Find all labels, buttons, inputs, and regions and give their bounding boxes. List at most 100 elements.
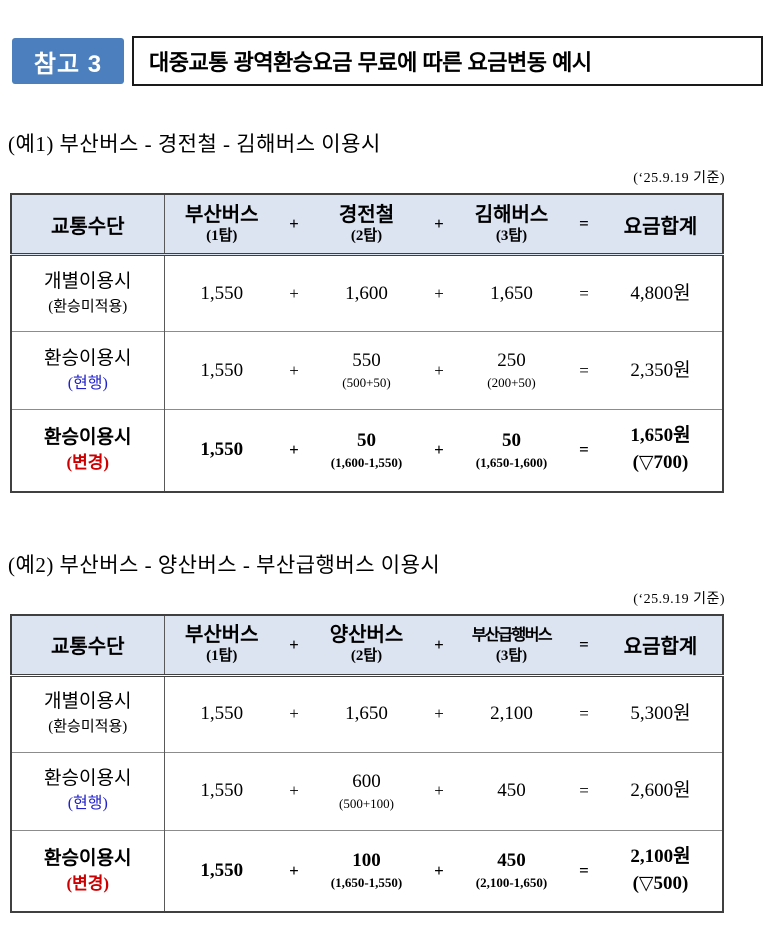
leg-sub: (1탑) — [206, 227, 238, 244]
total-value: 2,600원 — [630, 780, 691, 801]
row-label-cell: 환승이용시 (변경) — [11, 409, 165, 492]
fare-breakdown: (500+100) — [339, 795, 394, 811]
total-cell: 2,600원 — [599, 751, 723, 830]
fare-breakdown: (200+50) — [487, 375, 536, 390]
leg-name: 부산급행버스 — [471, 627, 553, 644]
row-label: 개별이용시 — [44, 270, 132, 292]
fare-value: 1,550 — [200, 439, 244, 461]
fare-cell: 600 (500+100) — [309, 751, 424, 830]
table2-row-transfer-current: 환승이용시 (현행) 1,550 + 600 (500+100) + 450 =… — [11, 751, 723, 830]
total-savings: (▽500) — [632, 872, 689, 894]
row-label-cell: 개별이용시 (환승미적용) — [11, 254, 165, 332]
fare-value: 1,550 — [200, 359, 244, 381]
table1-header-row: 교통수단 부산버스 (1탑) + 경전철 (2탑) + 김해버스 (3탑) = … — [11, 194, 723, 256]
row-label-sub: (환승미적용) — [48, 298, 128, 315]
fare-cell: 1,550 — [164, 829, 279, 912]
row-label: 개별이용시 — [44, 691, 132, 712]
fare-cell: 450 — [454, 751, 569, 830]
equals-sign: = — [579, 704, 589, 723]
row-label: 환승이용시 — [44, 847, 132, 869]
total-cell: 5,300원 — [599, 675, 723, 752]
fare-value: 450 — [497, 850, 526, 872]
fare-breakdown: (1,650-1,550) — [330, 875, 403, 891]
plus-sign: + — [424, 331, 454, 410]
fare-value: 2,100 — [490, 703, 533, 724]
table2-row-transfer-changed: 환승이용시 (변경) 1,550 + 100 (1,650-1,550) + 4… — [11, 829, 723, 912]
equals-sign: = — [569, 829, 599, 912]
equals-sign: = — [579, 283, 589, 303]
fare-value: 250 — [497, 350, 526, 371]
leg-sub: (3탑) — [495, 227, 528, 244]
row-label-sub: (변경) — [66, 873, 110, 893]
fare-value: 450 — [497, 780, 526, 801]
table2-col-total: 요금합계 — [599, 614, 723, 677]
fare-breakdown: (500+50) — [342, 375, 391, 390]
plus-sign: + — [279, 409, 309, 492]
table1-row-transfer-current: 환승이용시 (현행) 1,550 + 550 (500+50) + 250 (2… — [11, 331, 723, 410]
leg-sub: (2탑) — [350, 227, 383, 244]
example2-date-note: (‘25.9.19 기준) — [633, 591, 725, 607]
fare-table-example2: 교통수단 부산버스 (1탑) + 양산버스 (2탑) + 부산급행버스 (3탑)… — [10, 613, 724, 913]
fare-value: 1,650 — [345, 703, 388, 724]
fare-cell: 1,650 — [454, 255, 569, 332]
plus-sign: + — [424, 829, 454, 912]
row-label: 환승이용시 — [44, 768, 132, 789]
row-label-sub: (변경) — [66, 453, 110, 473]
row-label-sub: (현행) — [67, 795, 108, 812]
row-label-cell: 환승이용시 (현행) — [11, 331, 165, 410]
leg-name: 경전철 — [338, 203, 395, 226]
leg-name: 부산버스 — [184, 203, 259, 226]
plus-sign: + — [434, 283, 444, 303]
leg-sub: (2탑) — [350, 648, 383, 664]
row-label-cell: 개별이용시 (환승미적용) — [11, 675, 165, 752]
plus-sign: + — [424, 614, 454, 677]
equals-sign: = — [569, 331, 599, 410]
plus-sign: + — [424, 194, 454, 256]
fare-cell: 250 (200+50) — [454, 331, 569, 410]
fare-breakdown: (1,600-1,550) — [330, 454, 403, 470]
equals-sign: = — [569, 409, 599, 492]
fare-value: 1,550 — [200, 859, 244, 881]
row-label-sub: (현행) — [67, 374, 108, 392]
plus-sign: + — [279, 751, 309, 830]
table1-col-transport: 교통수단 — [11, 194, 165, 256]
page-title: 대중교통 광역환승요금 무료에 따른 요금변동 예시 — [132, 36, 763, 86]
plus-sign: + — [289, 283, 299, 303]
leg-name: 김해버스 — [474, 203, 549, 226]
reference-badge: 참고 3 — [12, 38, 124, 84]
leg-sub: (3탑) — [495, 648, 528, 664]
fare-cell: 1,550 — [164, 255, 279, 332]
fare-cell: 1,600 — [309, 255, 424, 332]
row-label-sub: (환승미적용) — [48, 719, 128, 735]
example1-heading: (예1) 부산버스 - 경전철 - 김해버스 이용시 — [8, 132, 381, 156]
example1-date-note: (‘25.9.19 기준) — [633, 171, 725, 186]
total-value: 2,350원 — [630, 359, 691, 381]
table2-col-transport: 교통수단 — [11, 614, 165, 677]
table2-row-individual: 개별이용시 (환승미적용) 1,550 + 1,650 + 2,100 = 5,… — [11, 675, 723, 752]
fare-cell: 2,100 — [454, 675, 569, 752]
row-label: 환승이용시 — [44, 427, 132, 449]
fare-cell: 1,550 — [164, 751, 279, 830]
plus-sign: + — [434, 704, 444, 723]
fare-value: 600 — [352, 770, 381, 792]
table1-col-leg2: 경전철 (2탑) — [309, 194, 424, 256]
fare-value: 1,550 — [200, 703, 244, 724]
fare-cell: 1,650 — [309, 675, 424, 752]
leg-sub: (1탑) — [206, 648, 238, 664]
equals-sign: = — [569, 614, 599, 677]
plus-sign: + — [424, 409, 454, 492]
table2-header-row: 교통수단 부산버스 (1탑) + 양산버스 (2탑) + 부산급행버스 (3탑)… — [11, 614, 723, 677]
fare-value: 550 — [352, 350, 381, 371]
table1-col-total: 요금합계 — [599, 194, 723, 256]
table1-row-individual: 개별이용시 (환승미적용) 1,550 + 1,600 + 1,650 = 4,… — [11, 254, 723, 332]
fare-value: 1,650 — [490, 282, 533, 304]
table1-col-leg3: 김해버스 (3탑) — [454, 194, 569, 256]
table1-col-leg1: 부산버스 (1탑) — [164, 194, 279, 256]
total-value: 5,300원 — [630, 703, 691, 724]
fare-cell: 50 (1,650-1,600) — [454, 409, 569, 492]
equals-sign: = — [569, 751, 599, 830]
table2-col-leg1: 부산버스 (1탑) — [164, 614, 279, 677]
fare-value: 50 — [357, 429, 376, 451]
example2-heading: (예2) 부산버스 - 양산버스 - 부산급행버스 이용시 — [8, 552, 441, 577]
total-savings: (▽700) — [632, 452, 689, 474]
